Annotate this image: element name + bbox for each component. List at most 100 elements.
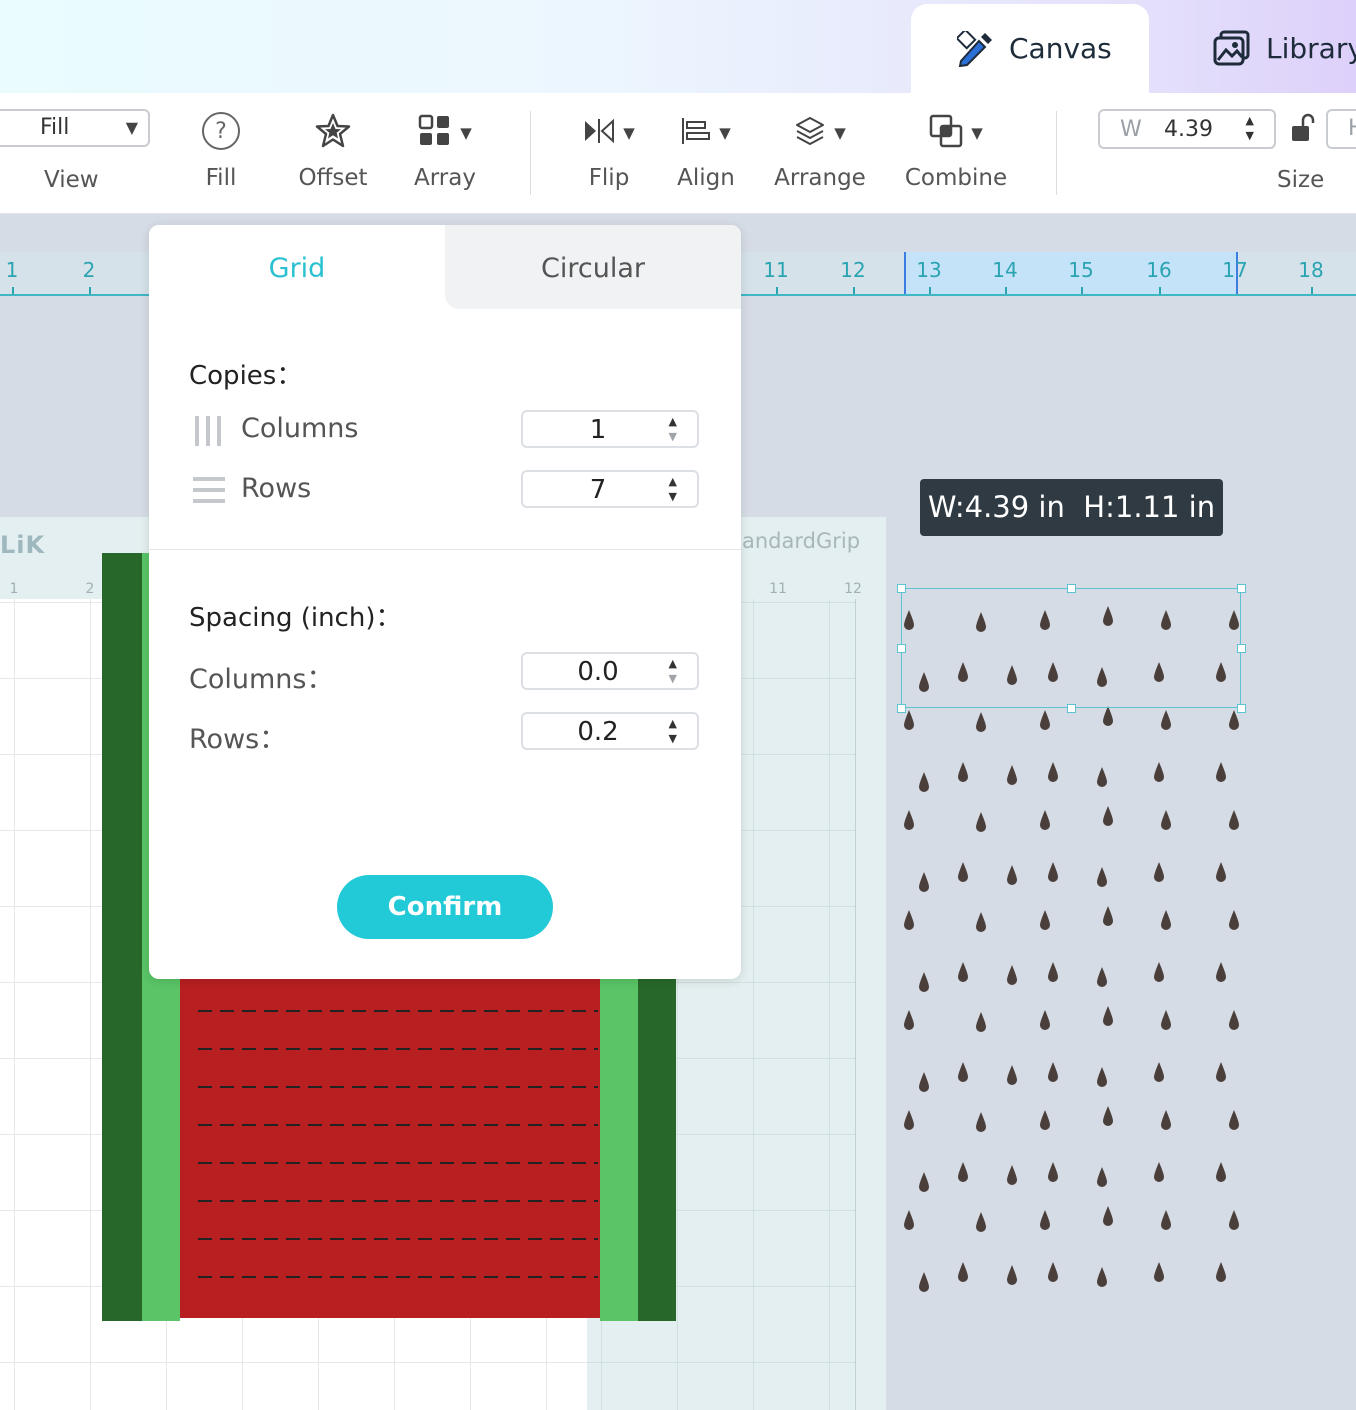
height-field-label: H <box>1348 116 1356 141</box>
seed-shape <box>1048 1062 1058 1082</box>
array-grid-icon <box>418 114 452 152</box>
seed-shape <box>919 1272 929 1292</box>
mat-ruler-number: 1 <box>9 581 19 597</box>
resize-handle[interactable] <box>897 644 906 653</box>
seed-shape <box>1048 662 1058 682</box>
ruler-number: 15 <box>1068 258 1094 282</box>
seed-shape <box>1048 1262 1058 1282</box>
fill-label: Fill <box>205 165 237 191</box>
seed-shape <box>958 1062 968 1082</box>
spacing-columns-value: 0.0 <box>577 657 619 687</box>
resize-handle[interactable] <box>897 704 906 713</box>
seed-shape <box>976 1012 986 1032</box>
seed-shape <box>1007 765 1017 785</box>
seed-shape <box>904 1010 914 1030</box>
resize-handle[interactable] <box>1237 584 1246 593</box>
seed-shape <box>1161 1210 1171 1230</box>
rows-count-input[interactable]: 7 ▲ ▼ <box>521 470 699 508</box>
spacing-columns-input[interactable]: 0.0 ▲ ▼ <box>521 652 699 690</box>
ruler-tick <box>89 287 91 294</box>
seed-shape <box>958 762 968 782</box>
columns-count-input[interactable]: 1 ▲ ▼ <box>521 410 699 448</box>
seed-shape <box>976 1112 986 1132</box>
seed-shape <box>976 712 986 732</box>
size-label: Size <box>1277 167 1325 193</box>
selection-box[interactable] <box>901 588 1241 708</box>
array-popup: Grid Circular Copies： Columns 1 ▲ ▼ Rows … <box>149 225 741 979</box>
seed-shape <box>1229 810 1239 830</box>
seed-shape <box>1154 1162 1164 1182</box>
resize-handle[interactable] <box>1067 704 1076 713</box>
unlock-icon[interactable] <box>1290 113 1316 147</box>
mat-brand-label: andardGrip <box>742 529 861 553</box>
seed-shape <box>1097 1067 1107 1087</box>
seed-shape <box>1048 1162 1058 1182</box>
seed-shape <box>1229 1210 1239 1230</box>
columns-count-stepper[interactable]: ▲ ▼ <box>668 415 677 443</box>
toolbar-divider <box>530 111 531 195</box>
resize-handle[interactable] <box>897 584 906 593</box>
resize-handle[interactable] <box>1237 644 1246 653</box>
spacing-columns-label: Columns： <box>189 664 334 695</box>
seed-shape <box>1097 1267 1107 1287</box>
tab-library[interactable]: Library <box>1212 4 1356 93</box>
image-library-icon <box>1212 30 1252 68</box>
seed-shape <box>904 1210 914 1230</box>
rows-count-stepper[interactable]: ▲ ▼ <box>668 475 677 503</box>
seed-shape <box>1040 910 1050 930</box>
seed-shape <box>1154 1062 1164 1082</box>
tab-canvas[interactable]: Canvas <box>911 4 1149 93</box>
seed-shape <box>1103 1006 1113 1026</box>
mat-ruler-number: 12 <box>844 581 862 597</box>
seed-shape <box>1040 1110 1050 1130</box>
seed-shape <box>1103 1106 1113 1126</box>
flip-button[interactable]: ▼ Flip <box>578 93 640 213</box>
seed-shape <box>1216 862 1226 882</box>
combine-button[interactable]: ▼ Combine <box>904 93 1008 213</box>
seed-shape <box>958 1162 968 1182</box>
copies-title: Copies： <box>189 361 303 391</box>
seed-shape <box>1040 1010 1050 1030</box>
offset-label: Offset <box>298 165 368 191</box>
offset-button[interactable]: Offset <box>292 93 374 213</box>
align-label: Align <box>677 165 735 191</box>
align-button[interactable]: ▼ Align <box>676 93 736 213</box>
seed-shape <box>1103 906 1113 926</box>
spacing-rows-input[interactable]: 0.2 ▲ ▼ <box>521 712 699 750</box>
ruler-number: 12 <box>840 258 866 282</box>
tab-circular[interactable]: Circular <box>445 225 741 309</box>
spacing-rows-stepper[interactable]: ▲ ▼ <box>668 717 677 745</box>
ruler-number: 17 <box>1222 258 1248 282</box>
seed-shape <box>1097 767 1107 787</box>
width-stepper[interactable]: ▲ ▼ <box>1245 114 1254 142</box>
spacing-columns-stepper[interactable]: ▲ ▼ <box>668 657 677 685</box>
seed-shape <box>1216 1062 1226 1082</box>
tab-grid[interactable]: Grid <box>149 225 445 309</box>
confirm-button[interactable]: Confirm <box>337 875 553 939</box>
fill-button[interactable]: ? Fill <box>190 93 252 213</box>
arrange-button[interactable]: ▼ Arrange <box>774 93 866 213</box>
combine-icon <box>929 114 963 152</box>
tab-canvas-label: Canvas <box>1009 32 1112 65</box>
toolbar: Fill ▼ View ? Fill Offset ▼ Array ▼ Flip… <box>0 93 1356 214</box>
array-button[interactable]: ▼ Array <box>410 93 480 213</box>
spacing-rows-value: 0.2 <box>577 717 619 747</box>
resize-handle[interactable] <box>1237 704 1246 713</box>
seed-shape <box>1216 1262 1226 1282</box>
resize-handle[interactable] <box>1067 584 1076 593</box>
height-field[interactable]: H <box>1326 109 1356 149</box>
chevron-down-icon: ▼ <box>971 124 983 142</box>
seeds-pattern-object[interactable] <box>890 590 1250 1314</box>
ruler-number: 1 <box>5 258 19 282</box>
view-select[interactable]: Fill ▼ <box>0 109 150 147</box>
seed-shape <box>976 612 986 632</box>
seed-shape <box>904 910 914 930</box>
seed-shape <box>1007 1165 1017 1185</box>
width-field[interactable]: W 4.39 ▲ ▼ <box>1098 109 1276 149</box>
chevron-down-icon: ▼ <box>719 124 731 142</box>
seed-shape <box>1103 706 1113 726</box>
seed-shape <box>919 972 929 992</box>
ruler-tick <box>1159 287 1161 294</box>
seed-shape <box>904 810 914 830</box>
help-circle-icon: ? <box>201 111 241 155</box>
